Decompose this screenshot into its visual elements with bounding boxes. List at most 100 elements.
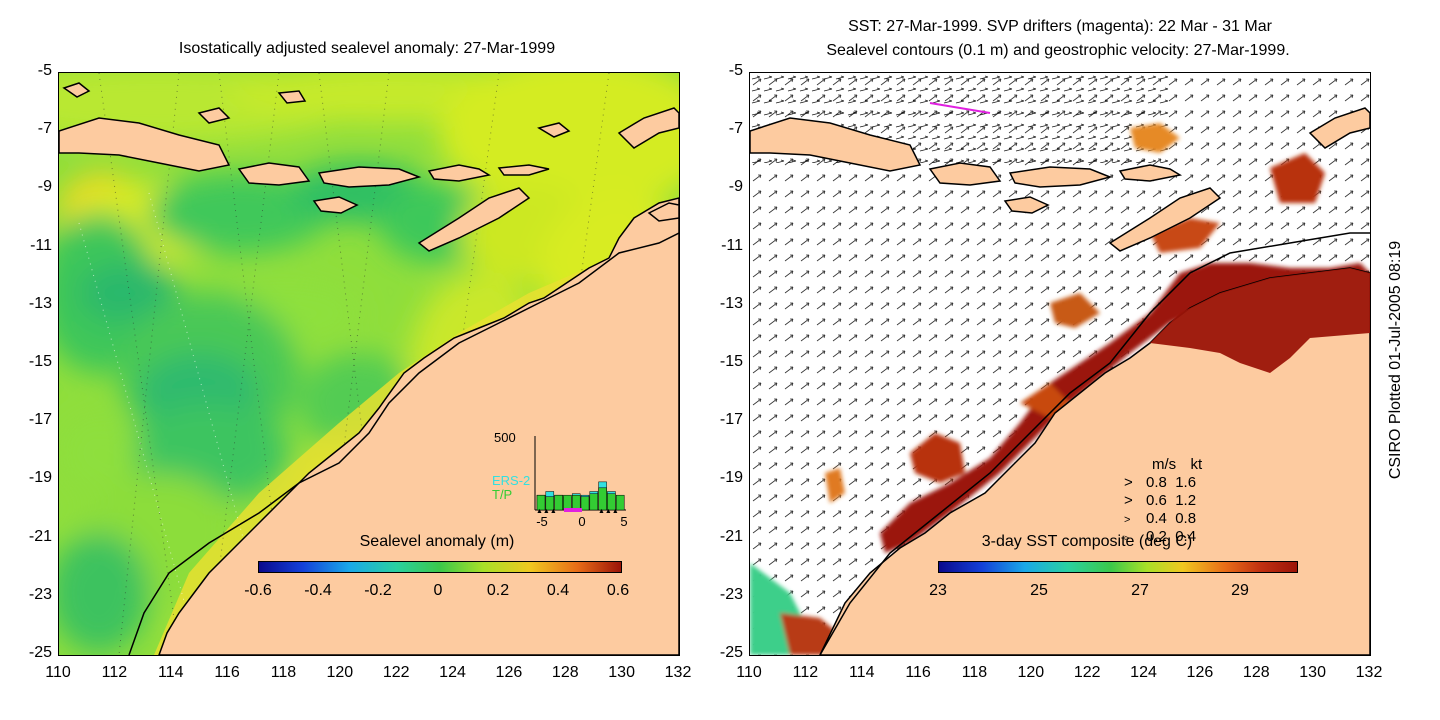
velocity-legend-kt-header: kt: [1190, 456, 1203, 473]
velocity-legend-kt: 0.8: [1175, 510, 1197, 527]
histogram-bar: [598, 487, 607, 511]
x-tick-label: 116: [905, 664, 931, 681]
left-cbar-tick: 0: [433, 582, 443, 599]
y-tick-label: -13: [28, 294, 52, 312]
inset-y-max-label: 500: [494, 430, 516, 445]
y-tick-label: -17: [28, 411, 52, 429]
velocity-legend-kt: 1.6: [1175, 474, 1197, 491]
x-tick-label: 114: [157, 664, 184, 681]
svg-text:▲▲▲: ▲▲▲: [598, 508, 619, 515]
left-cbar-tick: -0.6: [244, 582, 272, 599]
right-cbar-tick: 25: [1030, 582, 1048, 599]
histogram-bar: [545, 496, 555, 511]
histogram-bar: [536, 494, 546, 511]
svg-text:▲▲▲: ▲▲▲: [536, 508, 557, 515]
right-panel-title-line1: SST: 27-Mar-1999. SVP drifters (magenta)…: [848, 18, 1272, 35]
x-tick-label: 132: [664, 664, 692, 681]
histogram-bar: [563, 494, 572, 511]
x-tick-label: 132: [1355, 664, 1383, 681]
vector-arrow-icon: >: [1124, 533, 1130, 543]
x-tick-label: 112: [792, 664, 819, 681]
x-tick-label: 128: [551, 664, 579, 681]
sealevel-anomaly-map: [58, 72, 680, 656]
left-panel-title: Isostatically adjusted sealevel anomaly:…: [178, 40, 556, 57]
y-tick-label: -11: [721, 236, 743, 254]
y-tick-label: -17: [719, 411, 743, 429]
right-colorbar: [938, 561, 1298, 573]
y-tick-label: -15: [719, 353, 743, 370]
histogram-bar: [571, 494, 581, 511]
x-tick-label: 130: [1299, 664, 1326, 681]
left-cbar-tick: 0.2: [486, 582, 510, 599]
velocity-legend-ms-header: m/s: [1152, 456, 1177, 473]
velocity-legend-ms: 0.2: [1146, 528, 1167, 545]
x-tick-label: 128: [1242, 664, 1270, 681]
y-tick-label: -19: [719, 469, 743, 487]
x-tick-label: 118: [961, 664, 988, 681]
histogram-bar: [589, 493, 599, 511]
x-tick-label: 110: [736, 664, 762, 681]
velocity-legend-ms: 0.6: [1146, 492, 1167, 509]
right-panel-title-line2: Sealevel contours (0.1 m) and geostrophi…: [826, 42, 1290, 59]
inset-x-tick: 5: [620, 514, 628, 529]
vector-arrow-icon: >: [1124, 474, 1133, 491]
australia-landmass: [158, 197, 679, 655]
left-colorbar: [258, 561, 622, 573]
inset-x-tick: -5: [536, 514, 548, 529]
drifter-track: [929, 102, 991, 114]
right-cbar-tick: 23: [929, 582, 947, 599]
vector-arrow-icon: >: [1124, 492, 1133, 509]
histogram-bar: [580, 496, 590, 511]
y-tick-label: -9: [728, 178, 743, 196]
velocity-legend-ms: 0.8: [1146, 474, 1167, 491]
x-tick-label: 122: [382, 664, 410, 681]
y-tick-label: -7: [37, 120, 52, 138]
y-tick-label: -19: [28, 469, 52, 487]
x-tick-label: 118: [270, 664, 297, 681]
y-tick-label: -7: [728, 120, 743, 138]
x-tick-label: 110: [45, 664, 71, 681]
left-cbar-tick: 0.4: [546, 582, 570, 599]
y-tick-label: -25: [28, 644, 52, 661]
histogram-bar: [554, 494, 563, 511]
x-tick-label: 120: [1017, 664, 1045, 681]
y-tick-label: -9: [37, 178, 52, 196]
inset-x-tick: 0: [578, 514, 586, 529]
x-tick-label: 124: [439, 664, 466, 681]
y-tick-label: -15: [28, 353, 52, 370]
x-tick-label: 126: [1186, 664, 1214, 681]
right-colorbar-title: 3-day SST composite (deg C): [981, 533, 1193, 550]
left-cbar-tick: 0.6: [606, 582, 630, 599]
x-tick-label: 130: [608, 664, 635, 681]
y-tick-label: -21: [28, 527, 52, 545]
credit-label: CSIRO Plotted 01-Jul-2005 08:19: [1387, 240, 1404, 480]
x-tick-label: 112: [101, 664, 128, 681]
left-colorbar-title: Sealevel anomaly (m): [359, 533, 515, 550]
y-tick-label: -5: [728, 62, 743, 79]
right-cbar-tick: 29: [1231, 582, 1249, 599]
left-cbar-tick: -0.4: [304, 582, 332, 599]
right-cbar-tick: 27: [1131, 582, 1149, 599]
y-tick-label: -11: [30, 236, 52, 254]
y-tick-label: -25: [719, 644, 743, 661]
x-tick-label: 122: [1073, 664, 1101, 681]
velocity-legend-kt: 1.2: [1175, 492, 1197, 509]
x-tick-label: 116: [214, 664, 240, 681]
x-tick-label: 126: [495, 664, 523, 681]
y-tick-label: -13: [719, 294, 743, 312]
histogram-bar: [615, 494, 625, 511]
velocity-legend-ms: 0.4: [1146, 510, 1167, 527]
histogram-bar: [607, 493, 616, 511]
inset-legend-tp: T/P: [492, 487, 513, 502]
sst-field: [750, 73, 1370, 655]
x-tick-label: 114: [848, 664, 875, 681]
y-tick-label: -5: [37, 62, 52, 79]
y-tick-label: -23: [719, 585, 743, 603]
inset-histogram: ▲▲▲ ▲▲▲: [534, 436, 626, 515]
x-tick-label: 124: [1130, 664, 1157, 681]
y-tick-label: -21: [719, 527, 743, 545]
sst-velocity-map: [749, 72, 1371, 656]
velocity-legend-kt: 0.4: [1175, 528, 1197, 545]
inset-legend-ers: ERS-2: [492, 473, 531, 488]
left-cbar-tick: -0.2: [364, 582, 392, 599]
